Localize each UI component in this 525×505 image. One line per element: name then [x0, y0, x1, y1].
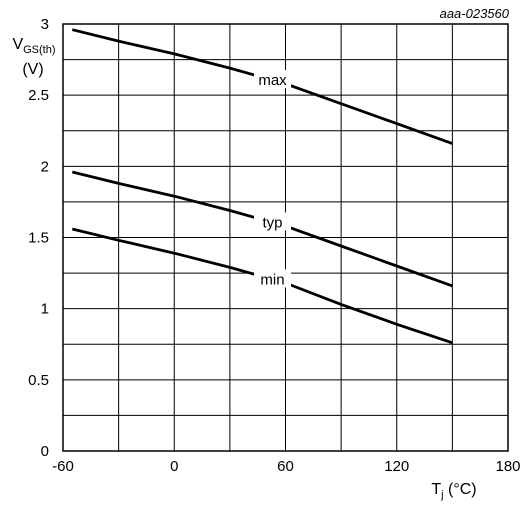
x-tick-label: 0: [170, 458, 178, 475]
series-label-max: max: [258, 72, 287, 89]
y-tick-label: 0.5: [28, 372, 49, 389]
plot-frame: [62, 23, 509, 452]
x-axis-label-sub: j: [440, 489, 443, 501]
x-tick-label: -60: [52, 458, 74, 475]
series-label-background: [254, 269, 292, 288]
figure-reference: aaa-023560: [440, 6, 510, 21]
x-axis-label: Tj (°C): [431, 481, 476, 501]
y-tick-label: 2.5: [28, 87, 49, 104]
x-tick-label: 180: [495, 458, 520, 475]
y-tick-label: 1: [41, 301, 49, 318]
series-label-background: [254, 212, 292, 231]
series-label-typ: typ: [263, 214, 283, 231]
series-label-min: min: [260, 271, 284, 288]
x-axis-label-unit: (°C): [444, 481, 477, 498]
series-label-background: [254, 70, 292, 89]
y-tick-label: 3: [41, 16, 49, 33]
x-tick-label: 120: [384, 458, 409, 475]
series-lines: max typ min: [71, 28, 453, 345]
y-axis-label-sub: GS(th): [23, 44, 55, 56]
y-tick-label: 0: [41, 443, 49, 460]
y-axis-label: VGS(th): [12, 36, 55, 56]
y-axis-unit: (V): [22, 61, 43, 78]
x-tick-label: 60: [277, 458, 294, 475]
grid-lines: [63, 24, 508, 451]
y-axis-label-main: V: [12, 36, 23, 53]
y-tick-label: 2: [41, 158, 49, 175]
x-axis-label-main: T: [431, 481, 441, 498]
y-tick-label: 1.5: [28, 230, 49, 247]
